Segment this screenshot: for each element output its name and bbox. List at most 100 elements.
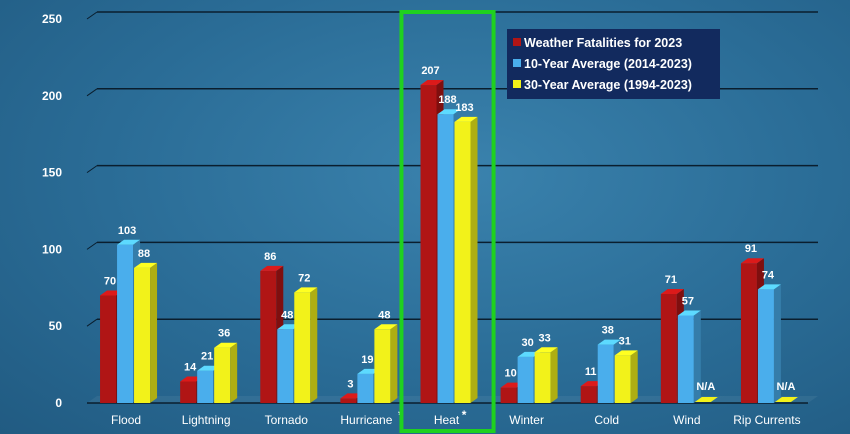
bar	[740, 263, 757, 403]
data-label: 188	[438, 94, 456, 106]
bar	[454, 121, 471, 404]
bar-side	[693, 310, 701, 403]
gridline-tick	[86, 11, 98, 20]
bar-top	[420, 80, 444, 86]
gridline-tick	[86, 88, 98, 97]
data-label: N/A	[776, 381, 795, 393]
data-label: 31	[619, 335, 631, 347]
data-label: 71	[665, 274, 677, 286]
bar-top	[757, 284, 781, 290]
legend-box	[507, 29, 720, 99]
x-tick-label: Lightning	[182, 413, 231, 427]
data-label: 48	[378, 309, 390, 321]
bar-top	[134, 262, 158, 268]
bar	[500, 387, 517, 403]
legend-swatch	[513, 59, 521, 67]
bar	[197, 370, 214, 403]
legend-label: 30-Year Average (1994-2023)	[524, 78, 692, 92]
legend-swatch	[513, 38, 521, 46]
bar	[677, 315, 694, 403]
data-label: 10	[504, 368, 516, 380]
gridline-tick	[86, 318, 98, 327]
data-label: 21	[201, 351, 213, 363]
bar-side	[310, 287, 318, 403]
data-label: 3	[347, 378, 353, 390]
bar-side	[230, 342, 238, 403]
x-tick-label: Cold	[594, 413, 619, 427]
bar	[580, 386, 597, 403]
data-label: 19	[361, 354, 373, 366]
bar-top	[614, 350, 638, 356]
bar-top	[534, 347, 558, 353]
bar-top	[117, 239, 141, 245]
bar	[277, 329, 294, 403]
bar-top	[294, 287, 318, 293]
bar-na-marker	[774, 397, 798, 402]
bar-side	[630, 350, 638, 403]
category-asterisk: *	[462, 408, 467, 422]
bar	[134, 267, 151, 403]
data-label: 70	[104, 275, 116, 287]
bar-side	[390, 324, 398, 403]
bar-top	[454, 116, 478, 122]
x-tick-label: Tornado	[265, 413, 309, 427]
gridline-tick	[86, 165, 98, 174]
x-tick-label: Wind	[673, 413, 700, 427]
y-tick-label: 250	[42, 12, 62, 26]
highlight-box	[399, 10, 496, 433]
data-label: 48	[281, 309, 293, 321]
data-label: 88	[138, 248, 150, 260]
x-tick-label: Hurricane	[340, 413, 392, 427]
y-tick-label: 100	[42, 242, 62, 256]
bar	[180, 381, 197, 403]
x-tick-label: Heat	[434, 413, 460, 427]
gridline-tick	[86, 241, 98, 250]
bar-side	[550, 347, 558, 403]
y-tick-label: 150	[42, 166, 62, 180]
bar	[340, 398, 357, 403]
bar	[214, 347, 231, 403]
bar-top	[740, 258, 764, 264]
legend-label: 10-Year Average (2014-2023)	[524, 57, 692, 71]
x-tick-label: Flood	[111, 413, 141, 427]
legend-label: Weather Fatalities for 2023	[524, 36, 682, 50]
data-label: 207	[421, 65, 439, 77]
data-label: 86	[264, 251, 276, 263]
y-tick-label: 200	[42, 89, 62, 103]
bar	[534, 352, 551, 403]
data-label: 38	[602, 325, 614, 337]
y-tick-label: 50	[49, 319, 63, 333]
data-label: 30	[521, 337, 533, 349]
bar	[597, 344, 614, 403]
data-label: 36	[218, 328, 230, 340]
bar-side	[470, 116, 478, 404]
data-label: 74	[762, 269, 775, 281]
data-label: 14	[184, 361, 197, 373]
bar	[614, 355, 631, 403]
bar-top	[597, 339, 621, 345]
bar	[117, 244, 134, 403]
bar-top	[437, 109, 461, 115]
x-tick-label: Rip Currents	[733, 413, 800, 427]
y-tick-label: 0	[55, 396, 62, 410]
bar	[100, 295, 117, 403]
data-label: 103	[118, 225, 136, 237]
bar-side	[773, 284, 781, 403]
legend-swatch	[513, 80, 521, 88]
bar	[517, 356, 534, 403]
bar	[660, 293, 677, 403]
bar	[357, 373, 374, 403]
x-tick-label: Winter	[509, 413, 544, 427]
bar-top	[214, 342, 238, 348]
bar-top	[677, 310, 701, 316]
bar	[260, 270, 277, 403]
bar-top	[260, 265, 284, 271]
data-label: 11	[585, 366, 597, 378]
bar-top	[660, 288, 684, 294]
bar	[294, 292, 311, 403]
bar	[437, 114, 454, 404]
data-label: 57	[682, 295, 694, 307]
bar	[420, 85, 437, 403]
